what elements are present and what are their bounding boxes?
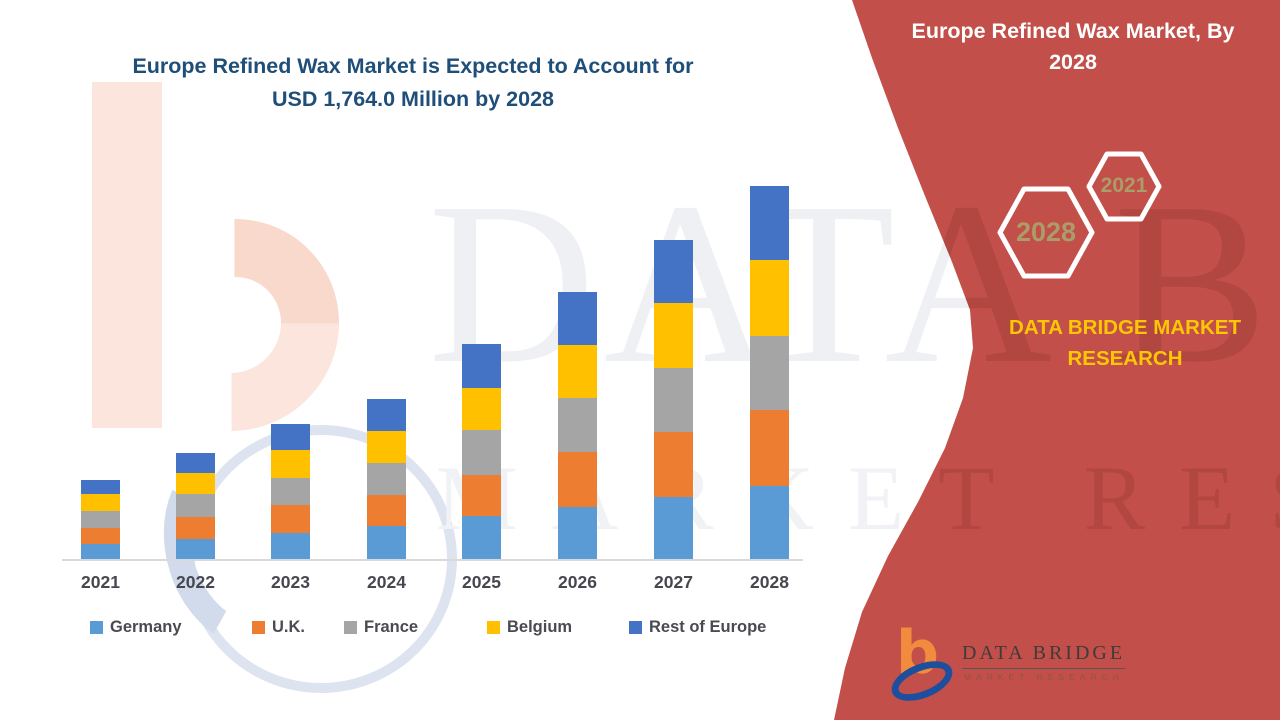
bar-2026-belgium: [558, 345, 597, 399]
hexagon-outline-icon: [1086, 151, 1162, 222]
legend-item-u-k-: U.K.: [252, 618, 305, 637]
bar-2024-germany: [367, 526, 406, 559]
bar-2022-france: [176, 493, 215, 517]
legend-label: Belgium: [507, 618, 573, 636]
logo-name-text: DATA BRIDGE: [962, 642, 1126, 669]
watermark-logo-b-stem: [92, 82, 162, 428]
hexagon-outline-icon: [997, 186, 1095, 279]
panel-brand-text: DATA BRIDGE MARKET RESEARCH: [1009, 316, 1241, 370]
bar-2027-france: [654, 368, 693, 433]
legend-swatch-icon: [252, 621, 265, 634]
x-axis-label-2024: 2024: [367, 572, 406, 592]
x-axis-label-2028: 2028: [750, 572, 789, 592]
hexagon-2028-label: 2028: [1015, 217, 1077, 247]
bar-2021-france: [81, 511, 120, 528]
x-axis-label-2021: 2021: [81, 572, 120, 592]
bar-2022-u-k-: [176, 516, 215, 539]
bar-2022-rest-of-europe: [176, 452, 215, 473]
chart-title: Europe Refined Wax Market is Expected to…: [58, 50, 768, 116]
bar-2026-rest-of-europe: [558, 292, 597, 346]
bar-2024-belgium: [367, 431, 406, 463]
logo-b-icon: b: [896, 618, 939, 688]
logo-subtitle-text: MARKET RESEARCH: [964, 672, 1124, 682]
bar-2026-france: [558, 398, 597, 452]
bar-2023-u-k-: [271, 505, 310, 533]
legend-item-france: France: [344, 618, 418, 637]
bar-2027-rest-of-europe: [654, 240, 693, 304]
bar-2027-u-k-: [654, 432, 693, 497]
bar-2025-belgium: [462, 387, 501, 430]
bar-2021-u-k-: [81, 527, 120, 544]
x-axis-label-2025: 2025: [462, 572, 501, 592]
bar-2024-u-k-: [367, 494, 406, 526]
legend-label: U.K.: [272, 618, 305, 636]
legend-item-rest-of-europe: Rest of Europe: [629, 618, 766, 637]
legend-label: Germany: [110, 618, 182, 636]
bar-2023-germany: [271, 533, 310, 559]
panel-title: Europe Refined Wax Market, By 2028: [911, 19, 1235, 74]
x-axis-label-2023: 2023: [271, 572, 310, 592]
bar-2021-rest-of-europe: [81, 480, 120, 495]
legend-swatch-icon: [629, 621, 642, 634]
bar-2023-rest-of-europe: [271, 424, 310, 451]
chart-title-line1: Europe Refined Wax Market is Expected to…: [132, 54, 694, 78]
hexagon-2021-label: 2021: [1100, 174, 1148, 197]
hexagon-badge-2028: 2028: [997, 185, 1095, 280]
bar-2025-germany: [462, 516, 501, 559]
bar-2023-belgium: [271, 450, 310, 478]
bar-2022-germany: [176, 538, 215, 559]
x-axis-label-2027: 2027: [654, 572, 693, 592]
bar-2022-belgium: [176, 472, 215, 494]
bar-2025-u-k-: [462, 475, 501, 517]
bar-2027-germany: [654, 497, 693, 559]
data-bridge-logo: b DATA BRIDGE MARKET RESEARCH: [885, 618, 1126, 709]
bar-2025-france: [462, 430, 501, 475]
x-axis-label-2022: 2022: [176, 572, 215, 592]
bar-2026-u-k-: [558, 452, 597, 507]
bar-2026-germany: [558, 507, 597, 559]
hexagon-badge-2021: 2021: [1086, 150, 1162, 223]
bar-2021-germany: [81, 544, 120, 559]
bar-2025-rest-of-europe: [462, 344, 501, 388]
legend-item-belgium: Belgium: [487, 618, 572, 637]
bar-2028-rest-of-europe: [750, 186, 789, 261]
legend-label: France: [364, 618, 419, 636]
chart-title-line2: USD 1,764.0 Million by 2028: [271, 87, 554, 111]
legend-label: Rest of Europe: [649, 618, 767, 636]
bar-2027-belgium: [654, 303, 693, 369]
x-axis-line: [62, 559, 803, 561]
x-axis-label-2026: 2026: [558, 572, 597, 592]
bar-2028-belgium: [750, 260, 789, 337]
legend-item-germany: Germany: [90, 618, 182, 637]
legend-swatch-icon: [90, 621, 103, 634]
bar-2028-germany: [750, 486, 789, 559]
watermark-logo-b-bowl: [83, 175, 383, 475]
bar-2024-rest-of-europe: [367, 399, 406, 432]
bar-2024-france: [367, 463, 406, 495]
legend-swatch-icon: [344, 621, 357, 634]
bar-2028-france: [750, 336, 789, 411]
legend-swatch-icon: [487, 621, 500, 634]
bar-2028-u-k-: [750, 410, 789, 486]
bar-2023-france: [271, 478, 310, 506]
bar-2021-belgium: [81, 494, 120, 511]
